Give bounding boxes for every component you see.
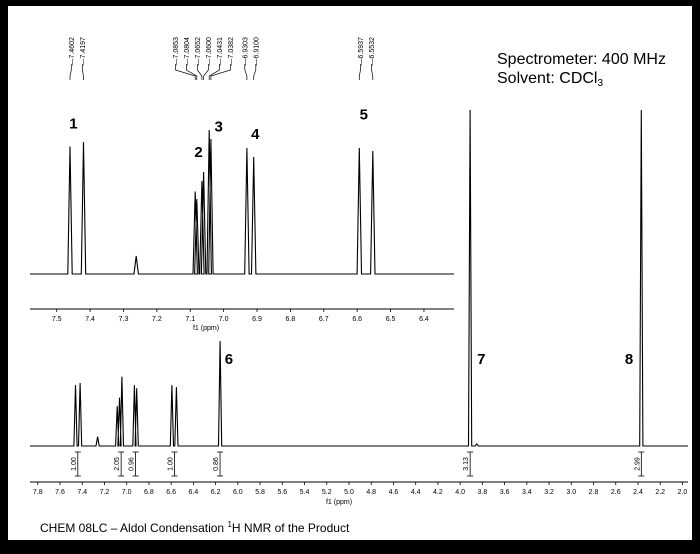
x-tick-label-expansion: 6.5	[386, 316, 396, 323]
shift-leader-line	[358, 64, 361, 80]
x-tick-label-full: 3.4	[522, 489, 532, 496]
acquisition-info: Spectrometer: 400 MHz Solvent: CDCl3	[497, 50, 666, 93]
x-tick-label-full: 6.0	[233, 489, 243, 496]
x-tick-label-full: 7.8	[33, 489, 43, 496]
x-tick-label-expansion: 6.7	[319, 316, 329, 323]
solvent-text: Solvent: CDCl	[497, 70, 598, 87]
x-tick-label-full: 7.6	[55, 489, 65, 496]
caption-prefix: CHEM 08LC – Aldol Condensation	[40, 521, 228, 535]
integral-value: 1.00	[71, 457, 78, 471]
x-tick-label-expansion: 7.3	[119, 316, 129, 323]
shift-label: —6.5532	[369, 37, 376, 66]
figure-caption: CHEM 08LC – Aldol Condensation 1H NMR of…	[40, 520, 349, 535]
caption-superscript: 1	[227, 520, 232, 529]
integral-value: 2.05	[114, 457, 121, 471]
x-tick-label-full: 3.8	[478, 489, 488, 496]
x-tick-label-expansion: 6.6	[352, 316, 362, 323]
x-tick-label-full: 4.0	[455, 489, 465, 496]
x-tick-label-expansion: 6.4	[419, 316, 429, 323]
shift-leader-line	[197, 64, 203, 80]
x-tick-label-full: 2.0	[678, 489, 688, 496]
x-tick-label-expansion: 7.1	[185, 316, 195, 323]
shift-label: —6.5937	[358, 37, 365, 66]
x-tick-label-full: 7.2	[100, 489, 110, 496]
x-tick-label-full: 4.4	[411, 489, 421, 496]
shift-leader-line	[210, 64, 231, 80]
shift-leader-line	[244, 64, 248, 80]
nmr-spectrum-figure: 7.5 7.4 7.3 7.2 7.1 7.0 6.9 6.8 6.7 6.6 6.5 6.4 f1 (…	[30, 37, 688, 506]
shift-leader-line	[69, 64, 72, 80]
shift-leader-line	[253, 64, 257, 80]
x-tick-label-full: 2.6	[611, 489, 621, 496]
peak-label-1: 1	[69, 116, 77, 133]
shift-leader-line	[203, 64, 209, 80]
integral-value: 3.13	[463, 457, 470, 471]
x-tick-label-full: 4.8	[366, 489, 376, 496]
solvent-label: Solvent: CDCl3	[497, 69, 666, 93]
spectrum-trace-full	[30, 109, 688, 447]
x-tick-label-full: 3.2	[544, 489, 554, 496]
shift-label: —7.0652	[195, 37, 202, 66]
shift-leader-line	[186, 64, 198, 80]
shift-leader-line	[208, 64, 220, 80]
x-tick-label-full: 5.4	[300, 489, 310, 496]
peak-label-5: 5	[360, 107, 368, 124]
peak-label-3: 3	[214, 119, 222, 136]
x-tick-label-full: 5.8	[255, 489, 265, 496]
x-tick-label-full: 5.0	[344, 489, 354, 496]
spectrometer-label: Spectrometer: 400 MHz	[497, 51, 666, 68]
shift-label: —7.0600	[206, 37, 213, 66]
x-tick-label-full: 2.2	[655, 489, 665, 496]
nmr-page: 7.5 7.4 7.3 7.2 7.1 7.0 6.9 6.8 6.7 6.6 6.5 6.4 f1 (…	[8, 6, 692, 542]
peak-label-2: 2	[194, 144, 202, 161]
x-tick-label-full: 2.4	[633, 489, 643, 496]
integral-value: 2.99	[634, 457, 641, 471]
spectrum-trace-expansion	[30, 129, 454, 275]
shift-leader-line	[81, 64, 84, 80]
peak-label-8: 8	[625, 351, 633, 368]
bottom-border	[0, 540, 700, 554]
peak-label-4: 4	[251, 126, 260, 143]
shift-leader-line	[371, 64, 374, 80]
solvent-subscript: 3	[597, 78, 604, 89]
shift-label: —7.0382	[228, 37, 235, 66]
x-axis-label-full: f1 (ppm)	[326, 499, 352, 506]
integral-value: 1.00	[168, 457, 175, 471]
shift-label: —6.9100	[253, 37, 260, 66]
x-tick-label-full: 3.0	[566, 489, 576, 496]
shift-leader-line	[175, 64, 196, 80]
x-tick-label-expansion: 7.5	[52, 316, 62, 323]
caption-suffix: H NMR of the Product	[231, 521, 350, 535]
x-tick-label-full: 6.6	[166, 489, 176, 496]
peak-label-6: 6	[225, 351, 233, 368]
x-tick-label-full: 6.8	[144, 489, 154, 496]
x-tick-label-expansion: 7.4	[85, 316, 95, 323]
shift-label: —7.0804	[184, 37, 191, 66]
shift-label: —7.0853	[173, 37, 180, 66]
integral-value: 0.96	[129, 457, 136, 471]
x-axis-label-expansion: f1 (ppm)	[193, 325, 219, 332]
x-tick-label-full: 6.2	[211, 489, 221, 496]
x-tick-label-full: 4.2	[433, 489, 443, 496]
x-tick-label-full: 4.6	[389, 489, 399, 496]
peak-label-7: 7	[477, 351, 485, 368]
x-tick-label-full: 3.6	[500, 489, 510, 496]
integral-value: 0.86	[213, 457, 220, 471]
x-tick-label-expansion: 6.9	[252, 316, 262, 323]
x-tick-label-full: 7.0	[122, 489, 132, 496]
x-tick-label-full: 5.2	[322, 489, 332, 496]
shift-label: —7.4602	[69, 37, 76, 66]
shift-label: —7.4197	[80, 37, 87, 66]
x-tick-label-expansion: 7.2	[152, 316, 162, 323]
x-tick-label-expansion: 7.0	[219, 316, 229, 323]
shift-label: —6.9303	[242, 37, 249, 66]
x-tick-label-full: 5.6	[277, 489, 287, 496]
x-tick-label-full: 2.8	[589, 489, 599, 496]
shift-label: —7.0431	[217, 37, 224, 66]
x-tick-label-full: 7.4	[77, 489, 87, 496]
x-tick-label-full: 6.4	[189, 489, 199, 496]
x-tick-label-expansion: 6.8	[286, 316, 296, 323]
